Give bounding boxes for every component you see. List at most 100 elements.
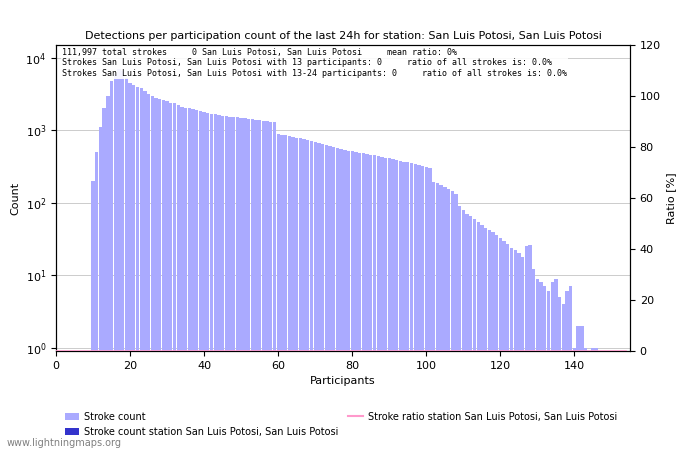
Bar — [110, 81, 113, 450]
Bar — [395, 160, 398, 450]
Bar — [410, 163, 413, 450]
Bar — [351, 152, 354, 450]
Bar — [440, 185, 443, 450]
Bar — [191, 109, 195, 450]
Bar — [310, 141, 313, 450]
Bar — [99, 127, 102, 450]
Bar — [595, 348, 598, 450]
Bar — [592, 348, 594, 450]
Bar — [573, 348, 576, 450]
Bar — [577, 326, 580, 450]
Bar — [517, 253, 521, 450]
Bar — [495, 235, 498, 450]
Bar — [340, 149, 343, 450]
Bar — [80, 359, 83, 450]
Bar — [165, 101, 169, 450]
Bar — [317, 143, 321, 450]
Bar — [58, 359, 62, 450]
Bar — [284, 135, 287, 450]
Bar — [432, 182, 435, 450]
Bar — [254, 120, 258, 450]
Bar — [206, 112, 209, 450]
Bar — [343, 150, 346, 450]
Bar — [354, 152, 358, 450]
Bar — [195, 110, 198, 450]
Bar — [314, 142, 317, 450]
Bar — [566, 291, 568, 450]
Bar — [306, 140, 309, 450]
Bar — [158, 99, 162, 450]
Bar — [92, 181, 94, 450]
Bar — [269, 122, 272, 450]
Bar — [365, 154, 369, 450]
Bar — [473, 219, 476, 450]
Bar — [262, 121, 265, 450]
Bar — [484, 228, 487, 450]
Bar — [232, 117, 235, 450]
Bar — [295, 138, 298, 450]
Bar — [299, 139, 302, 450]
Bar — [128, 83, 132, 450]
Bar — [118, 69, 120, 450]
Bar — [447, 189, 450, 450]
Bar — [458, 206, 461, 450]
Bar — [536, 279, 539, 450]
Bar — [243, 118, 246, 450]
Bar — [613, 359, 617, 450]
Bar — [188, 108, 191, 450]
Bar — [150, 96, 154, 450]
Bar — [584, 348, 587, 450]
Bar — [332, 147, 335, 450]
Y-axis label: Count: Count — [10, 181, 20, 215]
Bar — [514, 250, 517, 450]
Bar — [258, 120, 261, 450]
Bar — [391, 159, 395, 450]
Bar — [236, 117, 239, 450]
Bar — [488, 230, 491, 450]
Bar — [88, 359, 91, 450]
Bar — [225, 116, 228, 450]
Bar — [302, 140, 306, 450]
Bar — [554, 279, 558, 450]
Bar — [598, 359, 602, 450]
Bar — [532, 270, 536, 450]
Bar — [73, 359, 76, 450]
Bar — [558, 297, 561, 450]
Bar — [55, 359, 57, 450]
Bar — [380, 157, 384, 450]
Bar — [621, 359, 624, 450]
Bar — [76, 359, 80, 450]
Y-axis label: Ratio [%]: Ratio [%] — [666, 172, 676, 224]
Bar — [402, 162, 406, 450]
Bar — [480, 225, 484, 450]
Bar — [551, 282, 554, 450]
Bar — [210, 113, 214, 450]
Bar — [62, 359, 65, 450]
Bar — [217, 116, 220, 450]
Bar — [624, 359, 628, 450]
Legend: Stroke count, Stroke count station San Luis Potosi, San Luis Potosi, Stroke rati: Stroke count, Stroke count station San L… — [61, 408, 621, 441]
Bar — [369, 155, 372, 450]
Bar — [202, 112, 206, 450]
Bar — [377, 156, 380, 450]
Bar — [606, 359, 610, 450]
Bar — [421, 166, 424, 450]
Bar — [506, 244, 510, 450]
X-axis label: Participants: Participants — [310, 376, 376, 386]
Bar — [147, 94, 150, 450]
Bar — [617, 359, 621, 450]
Bar — [477, 221, 480, 450]
Bar — [347, 151, 350, 450]
Bar — [510, 248, 513, 450]
Bar — [169, 103, 172, 450]
Bar — [239, 118, 243, 450]
Bar — [69, 359, 73, 450]
Bar — [180, 107, 183, 450]
Bar — [543, 287, 547, 450]
Bar — [451, 191, 454, 450]
Bar — [454, 194, 458, 450]
Bar — [362, 153, 365, 450]
Bar — [373, 155, 376, 450]
Bar — [162, 100, 165, 450]
Bar — [428, 168, 432, 450]
